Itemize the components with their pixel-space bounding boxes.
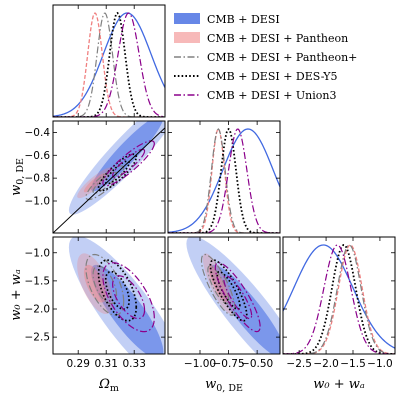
panel-om-w0wa — [68, 237, 165, 354]
marginal-series-4 — [168, 128, 280, 233]
marginal-series-1 — [283, 244, 395, 354]
legend-label: CMB + DESI + Union3 — [207, 89, 337, 102]
panel-1d-w0 — [168, 127, 280, 233]
y-tick-label: −0.4 — [25, 127, 51, 139]
y-tick-label: −2.5 — [25, 332, 51, 344]
legend-item: CMB + DESI + Union3 — [174, 89, 337, 102]
y-tick-label: −0.8 — [25, 173, 51, 185]
contour-68 — [91, 121, 163, 192]
contour-95 — [102, 140, 155, 187]
contour-95 — [97, 259, 138, 322]
marginal-series-4 — [283, 244, 395, 354]
marginal-series-0 — [168, 128, 280, 233]
legend: CMB + DESI CMB + DESI + Pantheon CMB + DES… — [174, 13, 357, 102]
panel-frame — [167, 236, 281, 355]
contour-68 — [112, 148, 146, 178]
marginal-series-3 — [168, 127, 280, 233]
legend-label: CMB + DESI + Pantheon — [207, 32, 348, 45]
panel-frame — [282, 236, 396, 355]
contour-series-2 — [85, 253, 125, 316]
y-label-w0-wa: w₀ + wₐ — [9, 269, 24, 321]
panel-1d-w0wa — [283, 244, 395, 354]
legend-item: CMB + DESI + Pantheon+ — [174, 51, 357, 64]
panel-om-w0 — [53, 121, 165, 233]
contour-95 — [214, 262, 261, 333]
marginal-series-4 — [53, 12, 165, 117]
legend-label: CMB + DESI + DES-Y5 — [207, 70, 337, 83]
legend-label: CMB + DESI + Pantheon+ — [207, 51, 357, 64]
marginal-series-2 — [168, 128, 280, 233]
marginal-series-3 — [283, 244, 395, 354]
y-tick-label: −0.6 — [25, 150, 51, 162]
legend-item: CMB + DESI + Pantheon — [174, 32, 348, 45]
contour-95 — [200, 253, 236, 316]
contour-series-4 — [102, 262, 155, 333]
x-tick-label: −1.00 — [184, 358, 216, 370]
reference-line — [53, 127, 165, 233]
contour-68 — [216, 270, 241, 311]
x-tick-label: 0.31 — [95, 358, 118, 370]
contour-series-4 — [214, 262, 261, 333]
panels: 0.29 0.31 0.33 −1.00−0.75−0.50 −2.5 −2.0 −1.5−… — [25, 4, 396, 370]
contour-68 — [223, 275, 253, 320]
y-tick-label: −1.0 — [25, 196, 51, 208]
panel-frame — [167, 120, 281, 234]
panel-frame — [52, 120, 166, 234]
x-label-w0-wa: w₀ + wₐ — [313, 377, 365, 392]
legend-swatch — [174, 32, 200, 43]
legend-label: CMB + DESI — [207, 13, 280, 26]
x-tick-label: −1.0 — [367, 358, 393, 370]
contour-95 — [85, 253, 125, 316]
y-tick-label: −1.0 — [25, 247, 51, 259]
contour-series-0 — [186, 237, 280, 354]
x-label-omega-m: Ωm — [98, 377, 119, 394]
x-tick-label: −0.50 — [241, 358, 273, 370]
x-tick-label: 0.33 — [123, 358, 146, 370]
legend-item: CMB + DESI + DES-Y5 — [174, 70, 337, 83]
y-tick-label: −1.5 — [25, 275, 51, 287]
legend-item: CMB + DESI — [174, 13, 280, 26]
legend-swatch — [174, 13, 200, 24]
panel-frame — [52, 4, 166, 118]
axis-labels: Ωm w0, DE w₀ + wₐ w0, DE w₀ + wₐ — [9, 158, 365, 394]
x-label-w0: w0, DE — [205, 377, 243, 394]
x-tick-label: −1.5 — [340, 358, 366, 370]
x-tick-label: −0.75 — [212, 358, 244, 370]
contour-series-3 — [97, 153, 138, 192]
marginal-series-1 — [168, 128, 280, 233]
contour-series-2 — [200, 253, 236, 316]
marginal-series-0 — [283, 244, 395, 349]
contour-68 — [207, 265, 230, 305]
contour-68 — [209, 264, 280, 354]
y-tick-label: −2.0 — [25, 304, 51, 316]
x-tick-label: 0.29 — [67, 358, 90, 370]
contour-series-4 — [102, 140, 155, 187]
x-tick-label: −2.5 — [286, 358, 312, 370]
contour-95 — [209, 259, 248, 322]
contour-68 — [92, 265, 118, 305]
contour-series-3 — [209, 259, 248, 322]
contour-95 — [102, 262, 155, 333]
panel-1d-om — [53, 11, 165, 117]
marginal-series-0 — [53, 12, 165, 117]
contour-68 — [112, 275, 146, 320]
panel-w0-w0wa — [186, 237, 280, 354]
y-label-w0: w0, DE — [9, 158, 26, 196]
contour-95 — [97, 153, 138, 192]
marginal-series-2 — [283, 244, 395, 354]
x-tick-label: −2.0 — [313, 358, 339, 370]
panel-frame — [52, 236, 166, 355]
